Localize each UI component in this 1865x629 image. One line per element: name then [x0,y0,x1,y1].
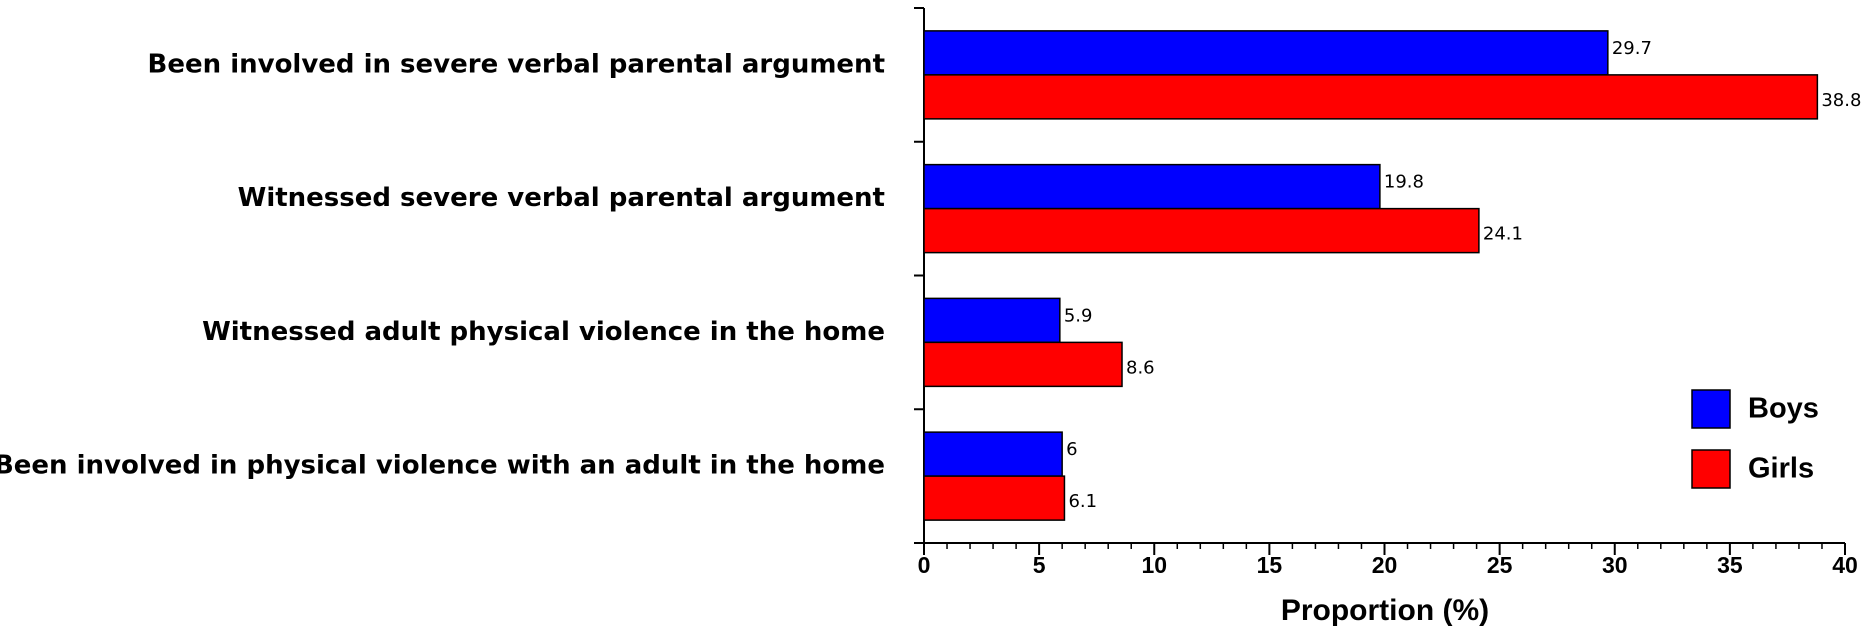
category-label: Been involved in physical violence with … [0,451,885,481]
x-tick-label: 30 [1602,552,1628,578]
x-tick-label: 25 [1487,552,1513,578]
bar [923,207,1480,254]
data-label: 8.6 [1126,357,1155,378]
bar [923,341,1123,388]
x-tick-label: 10 [1141,552,1167,578]
bar [923,475,1066,521]
x-tick-label: 35 [1717,552,1743,578]
data-label: 24.1 [1483,224,1523,245]
x-tick-label: 0 [918,552,931,578]
legend-swatch [1691,449,1731,489]
x-tick-label: 20 [1372,552,1398,578]
legend-label: Girls [1748,453,1814,485]
data-label: 38.8 [1821,90,1861,111]
bar [923,163,1381,210]
data-label: 19.8 [1384,172,1424,193]
bar [923,30,1609,76]
category-label: Witnessed adult physical violence in the… [202,317,885,347]
x-tick-label: 40 [1832,552,1858,578]
category-label: Witnessed severe verbal parental argumen… [238,183,885,213]
data-label: 6.1 [1068,491,1097,512]
bar [923,297,1061,344]
legend-label: Boys [1748,393,1819,425]
x-axis-title: Proportion (%) [1281,594,1489,627]
data-label: 5.9 [1064,305,1093,326]
bar [923,74,1819,120]
data-label: 29.7 [1612,38,1652,59]
x-tick-label: 15 [1257,552,1283,578]
x-tick-label: 5 [1033,552,1046,578]
bar [923,431,1063,477]
data-label: 6 [1066,439,1077,460]
legend-swatch [1691,389,1731,429]
category-label: Been involved in severe verbal parental … [148,49,885,79]
